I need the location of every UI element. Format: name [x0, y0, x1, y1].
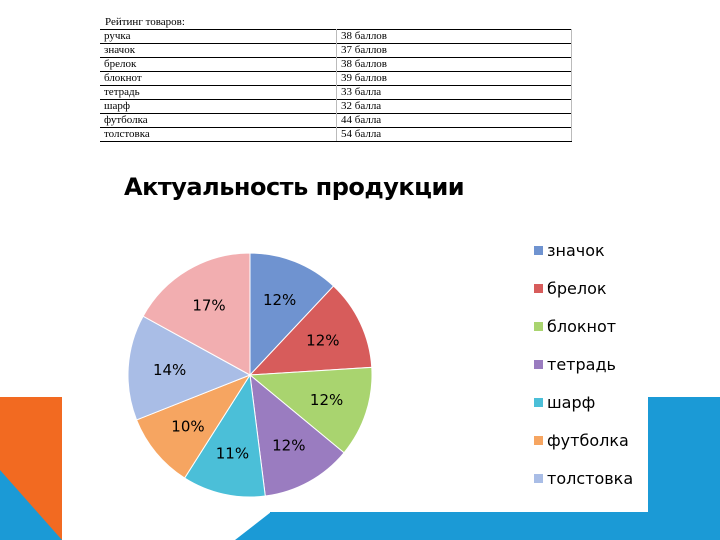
- legend-label: блокнот: [547, 316, 617, 336]
- product-score-cell: 32 балла: [336, 99, 572, 114]
- product-name-cell: шарф: [100, 99, 337, 114]
- legend-item: блокнот: [534, 316, 616, 336]
- legend-item: футболка: [534, 430, 629, 450]
- pie-slice: [142, 252, 251, 376]
- pie-slice: [249, 252, 335, 377]
- legend-swatch: [534, 359, 543, 369]
- pie-slice: [135, 373, 252, 479]
- legend-item: шарф: [534, 392, 595, 412]
- table-row: значок 37 баллов: [100, 43, 572, 58]
- table-row: тетрадь 33 балла: [100, 85, 572, 100]
- pie-data-label: 10%: [171, 417, 204, 435]
- pie-slice: [249, 373, 345, 497]
- legend-label: ручка: [547, 507, 596, 513]
- legend-label: брелок: [547, 278, 607, 298]
- rating-table-block: Рейтинг товаров: ручка 38 баллов значок 37 …: [100, 16, 572, 142]
- pie-data-label: 12%: [306, 332, 339, 350]
- legend-item: толстовка: [534, 468, 633, 488]
- product-score-cell: 37 баллов: [336, 43, 572, 58]
- product-score-cell: 38 баллов: [336, 57, 572, 72]
- table-row: футболка 44 балла: [100, 113, 572, 128]
- product-name-cell: брелок: [100, 57, 337, 72]
- background-blue-strip: [270, 512, 720, 540]
- pie-slice: [248, 366, 373, 454]
- background-blue-wedge: [235, 512, 271, 540]
- legend-label: значок: [547, 240, 605, 260]
- pie-data-label: 14%: [153, 361, 186, 379]
- rating-table: ручка 38 баллов значок 37 баллов брелок 38 ба…: [100, 29, 572, 142]
- legend-swatch: [534, 435, 543, 445]
- table-row: брелок 38 баллов: [100, 57, 572, 72]
- legend-item: брелок: [534, 278, 607, 298]
- product-score-cell: 38 баллов: [336, 29, 572, 44]
- table-row: шарф 32 балла: [100, 99, 572, 114]
- product-name-cell: значок: [100, 43, 337, 58]
- pie-slice: [127, 315, 252, 421]
- table-row: блокнот 39 баллов: [100, 71, 572, 86]
- product-score-cell: 44 балла: [336, 113, 572, 128]
- legend-label: шарф: [547, 392, 596, 412]
- background-blue-corner: [0, 470, 62, 540]
- pie-slice: [248, 285, 373, 376]
- pie-data-label: 17%: [192, 297, 225, 315]
- legend-item: значок: [534, 240, 605, 260]
- legend-swatch: [534, 511, 543, 512]
- legend-label: толстовка: [547, 468, 634, 488]
- legend-item: ручка: [534, 506, 596, 512]
- legend-label: тетрадь: [547, 354, 616, 374]
- product-score-cell: 39 баллов: [336, 71, 572, 86]
- pie-data-label: 12%: [272, 437, 305, 455]
- legend-label: футболка: [547, 430, 629, 450]
- table-row: толстовка 54 балла: [100, 127, 572, 142]
- table-row: ручка 38 баллов: [100, 29, 572, 44]
- pie-data-label: 11%: [216, 445, 249, 463]
- product-name-cell: тетрадь: [100, 85, 337, 100]
- pie-data-label: 12%: [310, 391, 343, 409]
- pie-chart: 12% 12% 12% 12% 11% 10% 14% 17%: [127, 252, 373, 498]
- legend-swatch: [534, 321, 543, 331]
- legend-swatch: [534, 397, 543, 407]
- product-name-cell: ручка: [100, 29, 337, 44]
- pie-slice: [183, 373, 266, 498]
- pie-data-label: 12%: [263, 291, 296, 309]
- product-name-cell: футболка: [100, 113, 337, 128]
- legend-swatch: [534, 283, 543, 293]
- legend-swatch: [534, 473, 543, 483]
- table-title: Рейтинг товаров:: [105, 16, 185, 28]
- product-name-cell: толстовка: [100, 127, 337, 142]
- chart-title: Актуальность продукции: [124, 173, 465, 201]
- product-score-cell: 54 балла: [336, 127, 572, 142]
- product-name-cell: блокнот: [100, 71, 337, 86]
- product-score-cell: 33 балла: [336, 85, 572, 100]
- legend-swatch: [534, 245, 543, 255]
- legend-item: тетрадь: [534, 354, 616, 374]
- chart-legend: значок брелок блокнот тетрадь шарф футболка то…: [534, 236, 646, 512]
